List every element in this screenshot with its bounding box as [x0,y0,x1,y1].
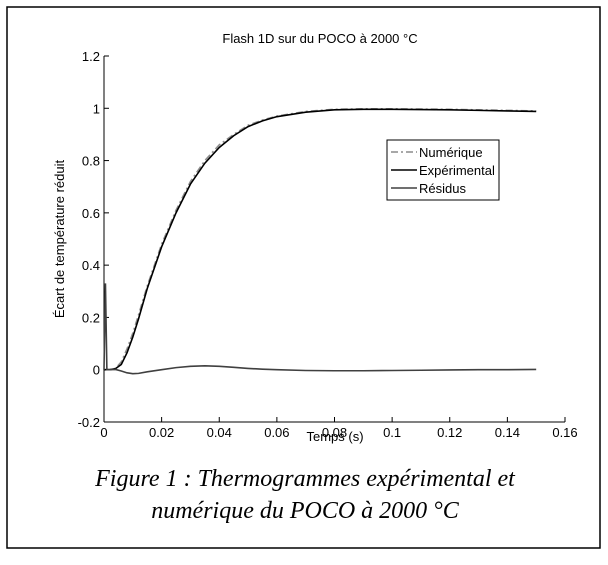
series-line [104,108,537,371]
y-tick-label: 1 [93,101,100,116]
x-tick-label: 0.14 [495,425,520,440]
x-tick-label: 0.02 [149,425,174,440]
y-tick-label: 0.8 [82,154,100,169]
caption: numérique du POCO à 2000 °C [151,498,460,524]
y-tick-label: 0.4 [82,258,100,273]
y-tick-label: 0.2 [82,310,100,325]
series-line [103,283,537,375]
y-tick-label: 0 [93,363,100,378]
y-tick-label: 1.2 [82,49,100,64]
x-tick-label: 0.08 [322,425,347,440]
caption: Figure 1 : Thermogrammes expérimental et [94,466,516,492]
chart-title: Flash 1D sur du POCO à 2000 °C [222,31,417,46]
legend-label: Résidus [419,181,466,196]
x-tick-label: 0.16 [552,425,577,440]
x-axis-label: Temps (s) [306,429,363,444]
legend-label: Numérique [419,145,483,160]
x-tick-label: 0.06 [264,425,289,440]
x-tick-label: 0.12 [437,425,462,440]
x-tick-label: 0 [100,425,107,440]
y-tick-label: -0.2 [78,415,100,430]
frame [6,6,601,549]
x-tick-label: 0.1 [383,425,401,440]
legend-label: Expérimental [419,163,495,178]
y-axis-label: Écart de température réduit [52,159,67,318]
y-tick-label: 0.6 [82,206,100,221]
x-tick-label: 0.04 [207,425,232,440]
